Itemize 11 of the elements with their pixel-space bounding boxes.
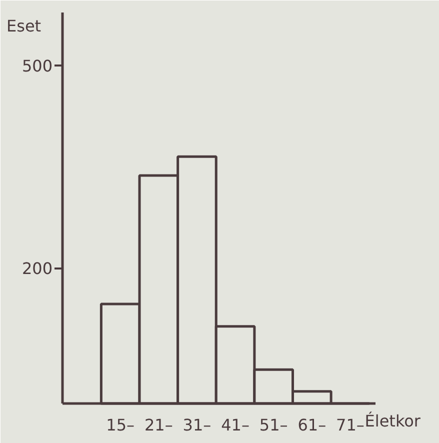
x-tick-label: 15– — [106, 416, 135, 434]
y-tick-label: 200 — [22, 259, 53, 278]
x-tick-label: 51– — [259, 416, 288, 434]
x-tick-label: 61– — [298, 416, 326, 434]
x-tick-label: 71– — [336, 416, 364, 434]
x-tick-label: 41– — [221, 416, 250, 434]
y-axis-title: Eset — [6, 16, 42, 36]
x-axis-title: Életkor — [364, 412, 421, 430]
x-tick-label: 21– — [144, 416, 173, 434]
y-tick-label: 500 — [22, 56, 53, 76]
x-tick-label: 31– — [182, 416, 212, 434]
